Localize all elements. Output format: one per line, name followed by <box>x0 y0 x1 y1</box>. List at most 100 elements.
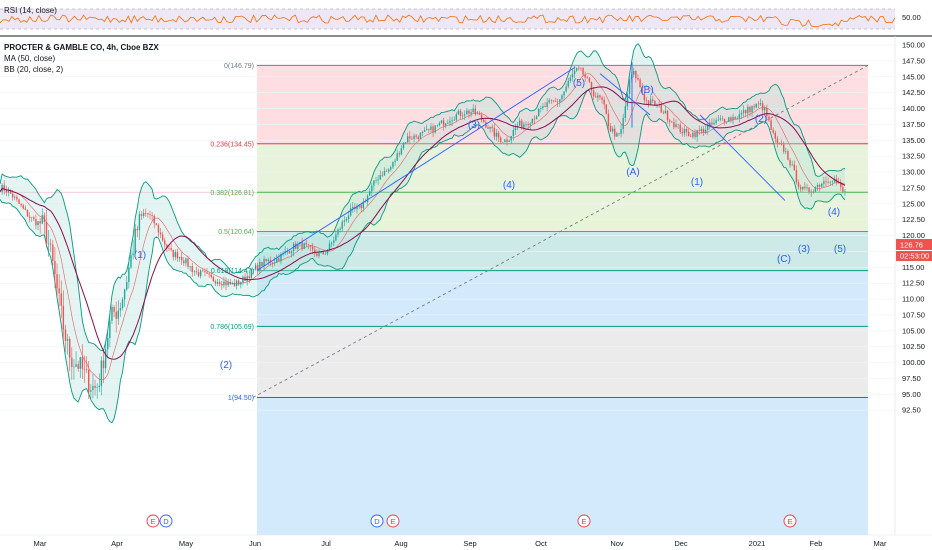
candle-body <box>745 110 747 114</box>
candle-body <box>385 170 388 172</box>
candle-body <box>728 117 730 122</box>
x-tick-label: May <box>179 539 193 548</box>
candle-body <box>540 108 542 109</box>
candle-body <box>715 120 717 123</box>
y-tick-label: 125.00 <box>902 199 925 208</box>
price-axis[interactable]: 150.00 147.50 145.00 142.50 140.00 137.50 135.… <box>894 36 925 535</box>
candle-body <box>571 74 574 78</box>
candle-body <box>493 128 496 137</box>
candle-body <box>449 121 451 123</box>
candle-body <box>9 190 12 194</box>
candle-body <box>666 110 669 121</box>
candle-body <box>668 120 671 122</box>
candle-body <box>39 221 41 224</box>
candle-body <box>510 136 512 141</box>
candle-body <box>189 266 191 267</box>
candle-body <box>407 136 409 143</box>
candle-body <box>328 243 331 251</box>
candle-body <box>252 269 255 270</box>
candle-body <box>66 338 69 341</box>
candle-body <box>671 121 673 123</box>
candle-body <box>368 191 371 196</box>
fib-zone <box>257 270 868 327</box>
candle-body <box>421 131 424 134</box>
candle-body <box>622 117 624 130</box>
candle-body <box>248 276 250 279</box>
candle-body <box>307 244 310 246</box>
candle-body <box>79 357 81 369</box>
y-tick-label: 127.50 <box>902 183 925 192</box>
earnings-marker <box>386 514 400 528</box>
candle-body <box>92 385 94 391</box>
candle-body <box>497 132 500 138</box>
candle-body <box>326 250 329 254</box>
candle-body <box>113 307 115 312</box>
current-price-value: 126.76 <box>900 241 923 250</box>
candle-body <box>60 293 62 306</box>
candle-body <box>75 364 77 367</box>
candle-body <box>677 124 679 125</box>
candle-body <box>783 144 785 152</box>
candle-body <box>371 185 373 192</box>
candle-body <box>542 106 544 109</box>
candle-body <box>734 117 736 119</box>
ma-50-line <box>0 86 846 360</box>
candle-body <box>193 271 196 273</box>
fib-retracement[interactable] <box>0 64 868 535</box>
candle-body <box>827 182 829 183</box>
candle-body <box>445 123 447 126</box>
candle-body <box>559 99 561 103</box>
candle-body <box>795 170 798 183</box>
event-marker-label: E <box>787 517 792 526</box>
candle-body <box>690 136 692 137</box>
bb-basis <box>0 73 846 381</box>
candle-body <box>140 214 143 216</box>
candle-body <box>814 187 817 192</box>
fib-level-label: 0(146.79) <box>224 63 254 70</box>
candle-body <box>102 360 105 369</box>
candle-body <box>480 114 483 120</box>
candle-body <box>362 201 365 209</box>
candle-body <box>233 282 236 287</box>
rsi-legend[interactable]: RSI (14, close) <box>4 6 57 15</box>
elliott-wave-label: (5) <box>834 244 846 255</box>
elliott-wave-label: (1) <box>691 177 703 188</box>
ma-legend[interactable]: MA (50, close) <box>4 54 56 63</box>
time-axis[interactable]: Mar Apr May Jun Jul Aug Sep Oct Nov Dec 2021 Feb Mar <box>0 534 932 548</box>
y-tick-label: 147.50 <box>902 56 925 65</box>
fib-trend-line <box>252 65 869 398</box>
candle-body <box>56 274 58 289</box>
candle-body <box>675 124 677 128</box>
candle-body <box>749 106 751 113</box>
candle-body <box>221 284 223 286</box>
x-tick-label: Apr <box>111 539 123 548</box>
elliott-wave-drawings[interactable] <box>252 62 869 398</box>
candle-body <box>166 244 168 248</box>
candle-body <box>780 143 783 145</box>
candle-body <box>100 360 103 386</box>
candle-body <box>495 132 498 137</box>
x-tick-label: Dec <box>674 539 688 548</box>
bar-countdown: 02:53:00 <box>900 252 929 261</box>
candle-body <box>537 108 540 117</box>
candle-body <box>654 100 656 106</box>
event-marker-label: E <box>150 517 155 526</box>
fib-level-label: 0.618(114.47) <box>211 268 254 275</box>
candle-body <box>753 106 755 108</box>
candle-body <box>202 270 204 272</box>
candle-body <box>398 153 400 155</box>
candle-body <box>662 112 665 114</box>
bb-legend[interactable]: BB (20, close, 2) <box>4 65 64 74</box>
candle-body <box>383 170 386 176</box>
candle-body <box>478 113 481 115</box>
candle-body <box>466 110 468 115</box>
candle-body <box>206 272 208 274</box>
candle-body <box>240 282 242 285</box>
candle-body <box>14 196 16 198</box>
candle-body <box>430 126 432 130</box>
candle-body <box>73 366 75 368</box>
candle-body <box>132 253 134 256</box>
candle-body <box>768 116 770 121</box>
